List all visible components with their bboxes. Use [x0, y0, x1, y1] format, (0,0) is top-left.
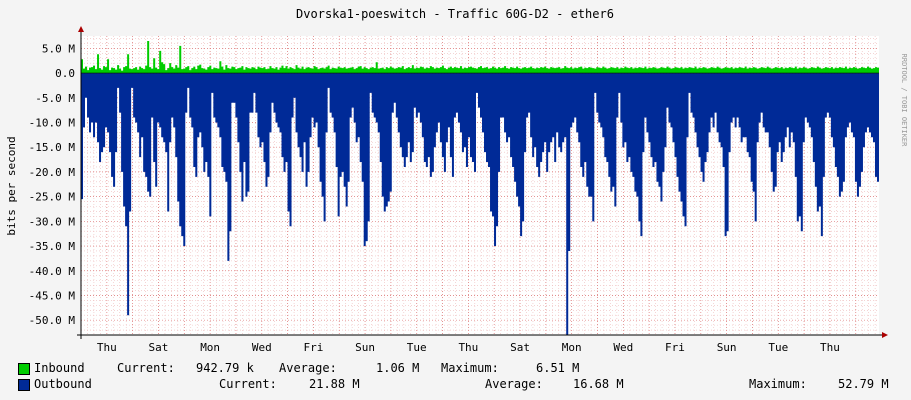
- x-tick-label: Tue: [407, 341, 427, 354]
- y-tick-label: -15.0 M: [29, 141, 76, 154]
- x-tick-label: Mon: [562, 341, 582, 354]
- legend-inbound-name: Inbound: [34, 361, 85, 375]
- inbound-color-swatch: [18, 363, 30, 375]
- legend-row-outbound: Outbound Current: 21.88 M Average: 16.68…: [0, 377, 911, 393]
- legend-inbound-average-value: 1.06 M: [376, 361, 420, 375]
- legend-outbound-average-label: Average:: [485, 377, 543, 391]
- x-axis-arrow: [882, 332, 888, 338]
- legend-outbound-maximum-value: 52.79 M: [838, 377, 889, 391]
- traffic-graph: 5.0 M 0.0 -5.0 M -10.0 M -15.0 M -20.0 M -25.0…: [5, 7, 908, 354]
- x-tick-label: Sun: [355, 341, 375, 354]
- y-axis-arrow: [78, 26, 84, 32]
- legend-outbound-maximum-label: Maximum:: [749, 377, 807, 391]
- x-tick-label: Mon: [200, 341, 220, 354]
- x-tick-label: Tue: [768, 341, 788, 354]
- x-tick-label: Fri: [665, 341, 685, 354]
- y-tick-label: -40.0 M: [29, 265, 76, 278]
- x-tick-label: Sun: [717, 341, 737, 354]
- x-tick-label: Sat: [149, 341, 169, 354]
- x-tick-labels: Thu Sat Mon Wed Fri Sun Tue Thu Sat Mon Wed Fri Sun T…: [97, 341, 840, 354]
- x-tick-label: Sat: [510, 341, 530, 354]
- y-tick-label: -30.0 M: [29, 215, 76, 228]
- x-tick-label: Fri: [303, 341, 323, 354]
- legend-inbound-maximum-value: 6.51 M: [536, 361, 580, 375]
- legend-inbound-current-value: 942.79 k: [196, 361, 254, 375]
- outbound-series: [81, 73, 879, 336]
- y-tick-label: -20.0 M: [29, 166, 76, 179]
- legend: Inbound Current: 942.79 k Average: 1.06 …: [0, 360, 911, 400]
- x-tick-label: Wed: [252, 341, 272, 354]
- rrdtool-credit: RRDTOOL / TOBI OETIKER: [900, 54, 908, 148]
- outbound-area-path: [81, 73, 879, 336]
- y-tick-label: 0.0: [55, 67, 75, 80]
- y-axis-label: bits per second: [5, 136, 18, 235]
- legend-outbound-average-value: 16.68 M: [573, 377, 624, 391]
- y-tick-label: -25.0 M: [29, 191, 76, 204]
- y-tick-label: -50.0 M: [29, 314, 76, 327]
- legend-inbound-average-label: Average:: [279, 361, 337, 375]
- y-tick-label: -45.0 M: [29, 289, 76, 302]
- y-tick-label: -35.0 M: [29, 240, 76, 253]
- legend-outbound-current-value: 21.88 M: [309, 377, 360, 391]
- x-tick-label: Thu: [458, 341, 478, 354]
- axes: [77, 26, 888, 339]
- x-tick-label: Thu: [820, 341, 840, 354]
- legend-outbound-name: Outbound: [34, 377, 92, 391]
- y-tick-labels: 5.0 M 0.0 -5.0 M -10.0 M -15.0 M -20.0 M -25.0…: [29, 42, 76, 327]
- inbound-area-path: [81, 40, 879, 74]
- outbound-color-swatch: [18, 379, 30, 391]
- x-tick-label: Thu: [97, 341, 117, 354]
- inbound-series: [81, 40, 879, 74]
- legend-row-inbound: Inbound Current: 942.79 k Average: 1.06 …: [0, 361, 911, 377]
- x-tick-label: Wed: [613, 341, 633, 354]
- y-tick-label: -10.0 M: [29, 116, 76, 129]
- legend-inbound-current-label: Current:: [117, 361, 175, 375]
- legend-inbound-maximum-label: Maximum:: [441, 361, 499, 375]
- y-tick-label: 5.0 M: [42, 42, 75, 55]
- y-tick-label: -5.0 M: [35, 92, 75, 105]
- legend-outbound-current-label: Current:: [219, 377, 277, 391]
- chart-title: Dvorska1-poeswitch - Traffic 60G-D2 - et…: [296, 7, 614, 21]
